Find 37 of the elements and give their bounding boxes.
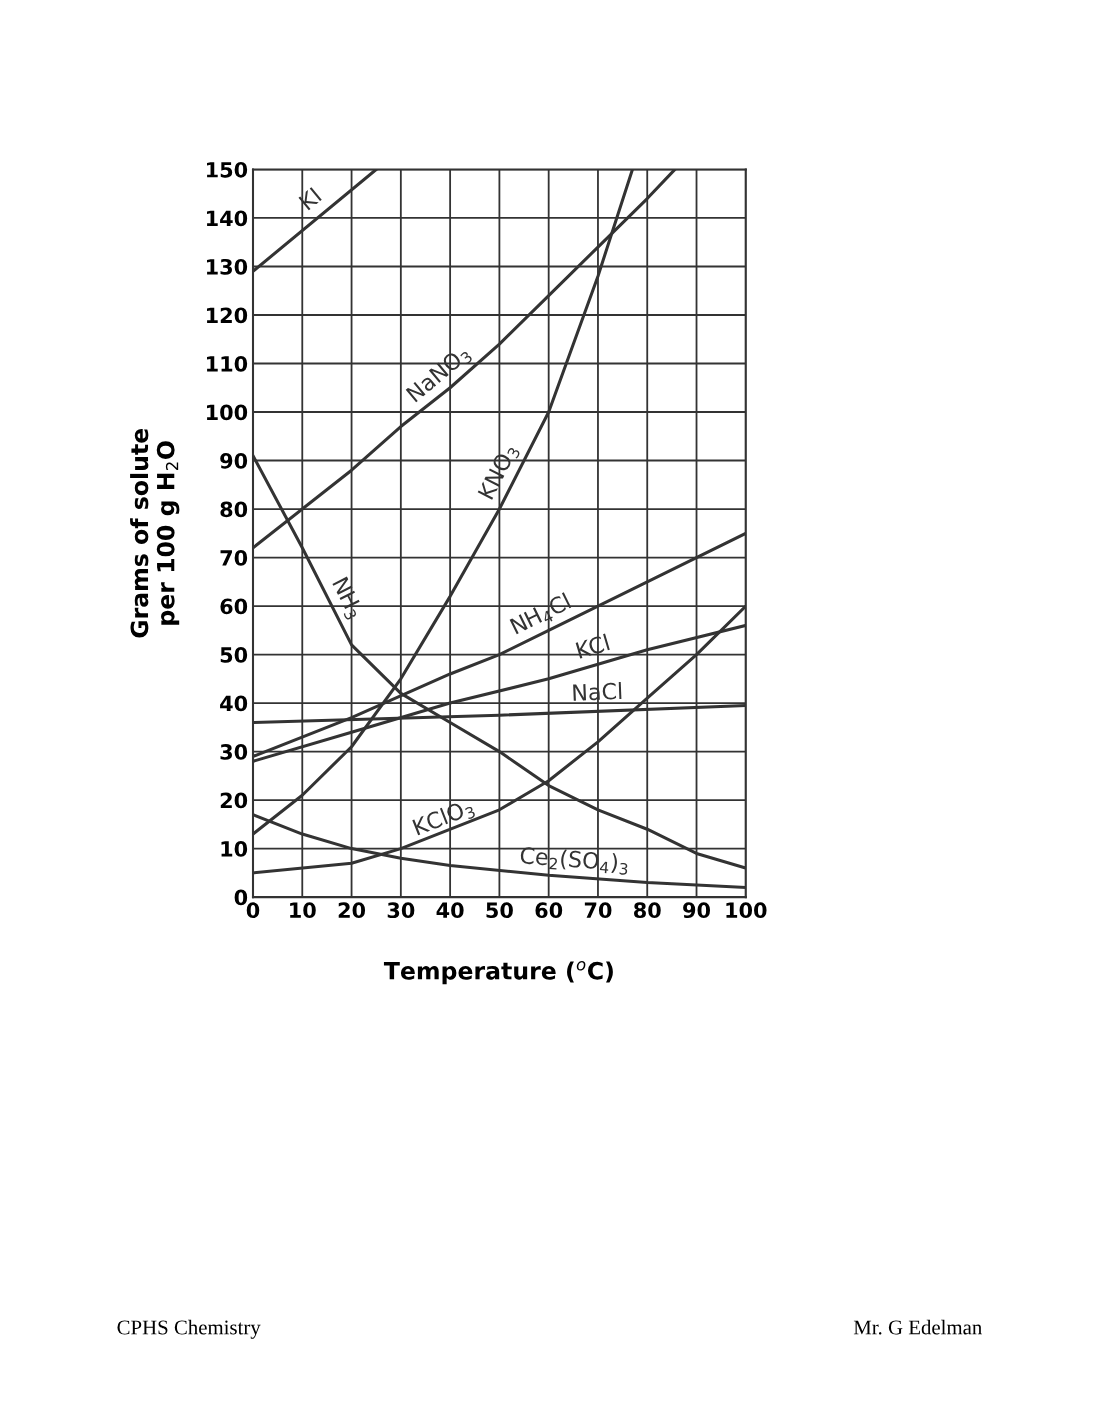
annotation: KClO$_{3}$ — [412, 797, 476, 839]
y-tick-label: 80 — [220, 501, 248, 518]
annotation: KNO$_{3}$ — [477, 442, 521, 502]
y-tick-label: 100 — [207, 404, 248, 421]
x-tick-label: 30 — [387, 902, 415, 919]
annotation: NaNO$_{3}$ — [405, 344, 474, 406]
x-tick-label: 80 — [634, 902, 661, 919]
y-tick-label: 150 — [207, 161, 248, 178]
x-tick-label: 70 — [584, 902, 612, 919]
y-tick-label: 110 — [207, 355, 248, 372]
y-tick-label: 60 — [220, 598, 248, 615]
text: Mr. G Edelman — [853, 1319, 982, 1335]
y-tick-label: 120 — [207, 307, 248, 324]
x-tick-label: 50 — [486, 902, 513, 919]
y-tick-label: 90 — [220, 452, 248, 469]
x-tick-label: 90 — [683, 902, 711, 919]
y-tick-label: 30 — [220, 744, 248, 760]
y-tick-label: 130 — [207, 258, 248, 275]
y-tick-label: 70 — [220, 550, 248, 566]
y-tick-label: 10 — [221, 841, 248, 857]
y-tick-label: 50 — [220, 647, 248, 663]
x-tick-label: 20 — [338, 902, 366, 919]
y-tick-label: 140 — [207, 210, 248, 227]
annotation: NaCl — [573, 682, 622, 702]
x-axis-title: Temperature ($^{o}$C) — [383, 961, 613, 985]
x-tick-label: 0 — [246, 902, 260, 919]
y-axis-title: Grams of solute per 100 g H$_{2}$O — [130, 428, 180, 638]
text: CPHS Chemistry — [117, 1319, 261, 1339]
y-tick-label: 20 — [220, 792, 248, 809]
x-tick-label: 100 — [726, 902, 767, 919]
annotation: KI — [298, 187, 322, 211]
y-tick-label: 40 — [220, 695, 248, 712]
y-tick-label: 0 — [234, 889, 248, 906]
annotation: KCl — [575, 633, 610, 659]
x-tick-label: 40 — [436, 902, 464, 919]
x-tick-label: 60 — [535, 902, 563, 919]
x-tick-label: 10 — [290, 902, 316, 919]
